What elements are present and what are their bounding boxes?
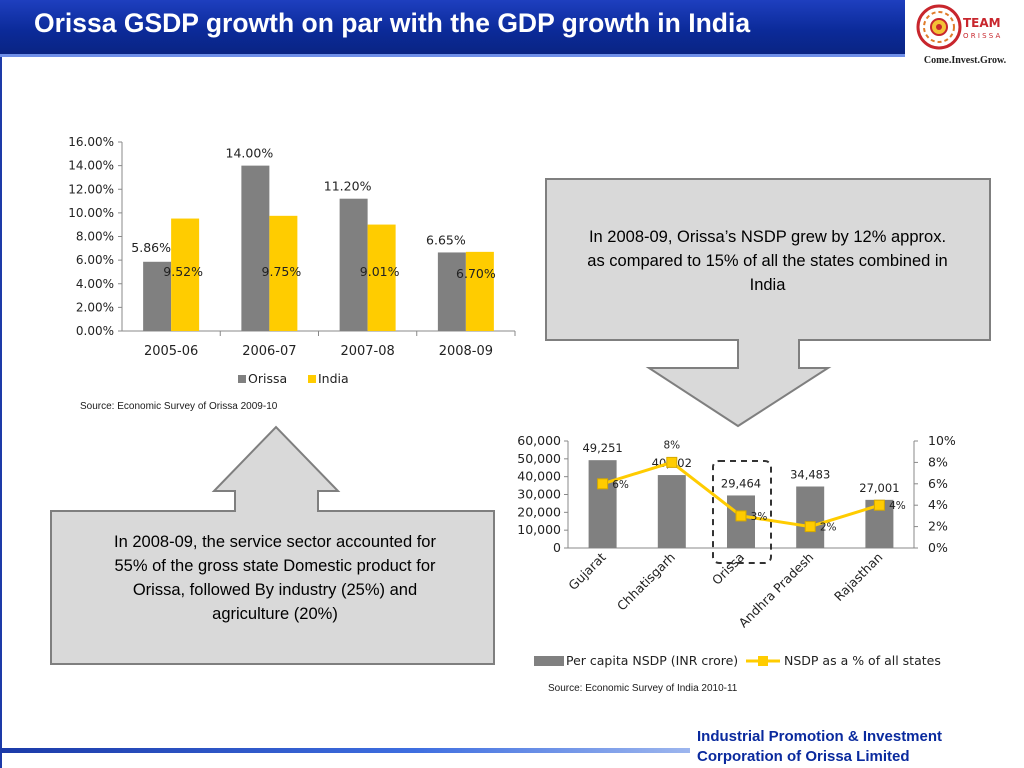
- nsdp-comparison-chart: 0 10,000 20,000 30,000 40,000 50,000 60,000 0% 2…: [517, 433, 956, 668]
- svg-text:O R I S S A: O R I S S A: [963, 32, 1000, 40]
- legend-label: Per capita NSDP (INR crore): [566, 653, 738, 668]
- bar-india: [465, 251, 494, 331]
- gsdp-growth-chart: 0.00% 2.00% 4.00% 6.00% 8.00% 10.00% 12.00% 14.…: [68, 135, 516, 386]
- legend-swatch: [238, 375, 246, 383]
- slide-title: Orissa GSDP growth on par with the GDP g…: [34, 8, 751, 38]
- left-tick-label: 0: [553, 540, 561, 555]
- right-tick-label: 10%: [928, 433, 956, 448]
- y-tick-label: 16.00%: [68, 135, 114, 149]
- orissa-highlight-box: [712, 460, 772, 564]
- x-tick-label: 2007-08: [340, 344, 394, 359]
- bar-per-capita-nsdp: [796, 486, 825, 548]
- data-label-per-capita-nsdp: 34,483: [790, 468, 830, 482]
- y-tick-label: 2.00%: [76, 300, 114, 314]
- title-stripe: [0, 54, 905, 57]
- callout-top-arrow-shape: [545, 178, 991, 428]
- left-border-line: [0, 57, 2, 768]
- y-tick-label: 14.00%: [68, 159, 114, 173]
- left-tick-label: 40,000: [517, 469, 561, 484]
- legend-swatch-bar: [534, 656, 564, 666]
- x-tick-label: Chhatisgarh: [614, 550, 678, 614]
- data-label-nsdp-share: 6%: [612, 479, 629, 491]
- x-tick-label: Gujarat: [565, 549, 609, 593]
- data-label-orissa: 6.65%: [426, 232, 466, 247]
- y-tick-label: 12.00%: [68, 182, 114, 196]
- svg-text:TEAM: TEAM: [963, 16, 1001, 30]
- footer-line-2: Corporation of Orissa Limited: [697, 748, 910, 765]
- y-tick-label: 8.00%: [76, 230, 114, 244]
- bar-orissa: [241, 165, 270, 331]
- x-tick-label: 2005-06: [144, 344, 198, 359]
- data-label-india: 9.52%: [163, 264, 203, 279]
- y-tick-label: 0.00%: [76, 324, 114, 338]
- nsdp-share-marker: [666, 456, 678, 468]
- data-label-orissa: 11.20%: [324, 179, 372, 194]
- legend-label: NSDP as a % of all states: [784, 653, 941, 668]
- nsdp-share-marker: [804, 521, 816, 533]
- x-tick-label: Andhra Pradesh: [736, 550, 817, 631]
- bar-orissa: [339, 198, 368, 331]
- right-tick-label: 8%: [928, 454, 948, 469]
- data-label-per-capita-nsdp: 29,464: [721, 476, 761, 490]
- callout-bottom-arrow-shape: [50, 425, 495, 665]
- left-tick-label: 10,000: [517, 522, 561, 537]
- nsdp-share-marker: [597, 478, 609, 490]
- data-label-india: 9.75%: [262, 264, 302, 279]
- legend-label: Orissa: [248, 371, 287, 386]
- right-tick-label: 6%: [928, 476, 948, 491]
- nsdp-share-marker: [873, 499, 885, 511]
- data-label-india: 6.70%: [456, 266, 496, 281]
- x-tick-label: Rajasthan: [831, 550, 886, 605]
- data-label-per-capita-nsdp: 49,251: [582, 441, 622, 455]
- bar-orissa: [437, 252, 466, 331]
- footer-line-1: Industrial Promotion & Investment: [697, 728, 943, 745]
- bar-india: [367, 224, 396, 331]
- x-tick-label: 2006-07: [242, 344, 296, 359]
- right-tick-label: 4%: [928, 497, 948, 512]
- logo-mark-icon: TEAM O R I S S A: [916, 4, 1001, 50]
- left-tick-label: 50,000: [517, 451, 561, 466]
- source-left: Source: Economic Survey of Orissa 2009-1…: [80, 401, 278, 412]
- data-label-nsdp-share: 2%: [820, 522, 837, 534]
- x-tick-label: 2008-09: [439, 344, 493, 359]
- data-label-nsdp-share: 8%: [663, 439, 680, 451]
- footer-line: [0, 748, 690, 753]
- footer-org: Industrial Promotion & Investment Corpor…: [697, 727, 942, 767]
- bar-per-capita-nsdp: [727, 495, 755, 548]
- y-tick-label: 6.00%: [76, 253, 114, 267]
- x-tick-label: Orissa: [709, 550, 747, 588]
- data-label-nsdp-share: 4%: [889, 500, 906, 512]
- data-label-nsdp-share: 3%: [751, 511, 768, 523]
- bar-per-capita-nsdp: [657, 475, 686, 548]
- title-bar: Orissa GSDP growth on par with the GDP g…: [0, 0, 905, 57]
- logo-tagline: Come.Invest.Grow.: [923, 55, 1007, 66]
- callout-top-text: In 2008-09, Orissa’s NSDP grew by 12% ap…: [587, 228, 948, 294]
- source-right: Source: Economic Survey of India 2010-11: [548, 683, 738, 694]
- callout-bottom-text: In 2008-09, the service sector accounted…: [114, 533, 436, 623]
- bar-per-capita-nsdp: [588, 460, 617, 548]
- bar-orissa: [143, 261, 172, 331]
- data-label-orissa: 14.00%: [226, 146, 274, 161]
- data-label-per-capita-nsdp: 27,001: [859, 481, 899, 495]
- bar-india: [171, 218, 200, 331]
- data-label-india: 9.01%: [360, 264, 400, 279]
- legend-label: India: [318, 371, 349, 386]
- team-orissa-logo: TEAM O R I S S A Come.Invest.Grow.: [905, 0, 1024, 70]
- left-tick-label: 30,000: [517, 487, 561, 502]
- legend-swatch: [308, 375, 316, 383]
- left-tick-label: 20,000: [517, 504, 561, 519]
- y-tick-label: 4.00%: [76, 277, 114, 291]
- data-label-orissa: 5.86%: [131, 240, 171, 255]
- right-tick-label: 0%: [928, 540, 948, 555]
- left-tick-label: 60,000: [517, 433, 561, 448]
- legend-swatch-marker: [758, 656, 768, 666]
- nsdp-share-marker: [735, 510, 747, 522]
- bar-india: [269, 215, 298, 331]
- y-tick-label: 10.00%: [68, 206, 114, 220]
- right-tick-label: 2%: [928, 519, 948, 534]
